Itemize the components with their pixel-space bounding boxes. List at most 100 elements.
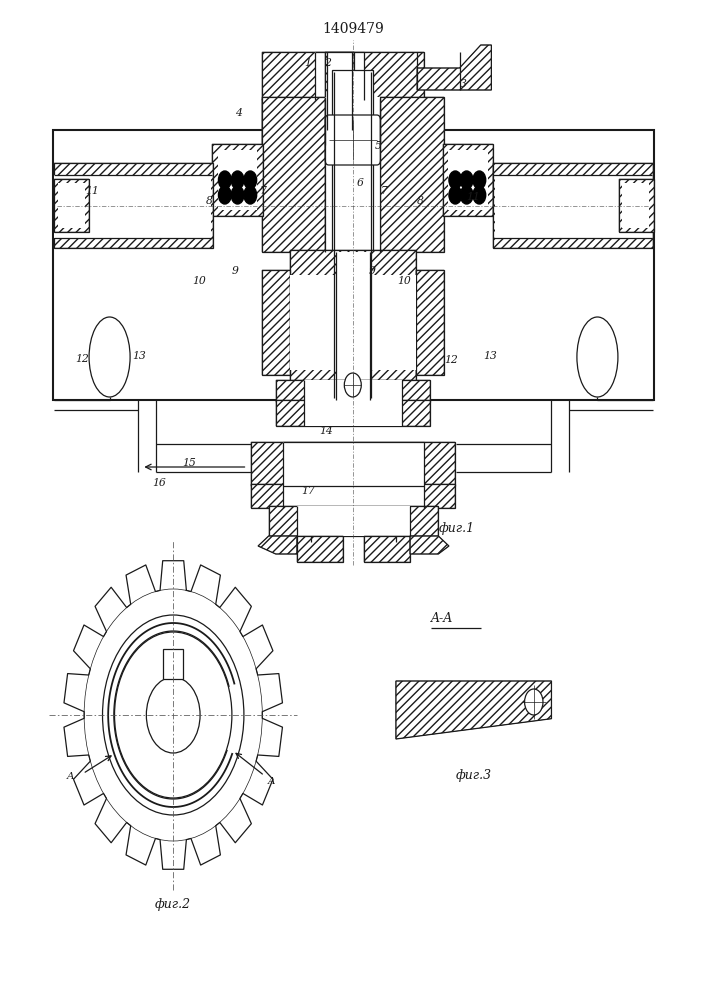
Bar xyxy=(262,99,325,145)
Text: 17: 17 xyxy=(301,486,315,496)
Text: 13: 13 xyxy=(484,351,497,361)
Bar xyxy=(269,506,438,536)
Text: 13: 13 xyxy=(132,351,146,361)
Bar xyxy=(262,97,325,252)
Text: 7: 7 xyxy=(259,186,267,196)
Text: A-A: A-A xyxy=(431,612,453,625)
Bar xyxy=(262,270,290,375)
Bar xyxy=(380,97,444,252)
Bar xyxy=(334,72,371,398)
Bar xyxy=(493,163,653,248)
Text: 3: 3 xyxy=(460,79,467,89)
Text: фиг.1: фиг.1 xyxy=(438,522,474,535)
Text: 8: 8 xyxy=(417,196,424,206)
Circle shape xyxy=(244,186,257,204)
Bar xyxy=(325,52,354,130)
Bar xyxy=(332,70,373,400)
Bar xyxy=(327,124,379,172)
Circle shape xyxy=(231,186,244,204)
Circle shape xyxy=(460,186,473,204)
Text: 11: 11 xyxy=(85,186,98,196)
Bar xyxy=(269,506,438,536)
Text: 4: 4 xyxy=(235,108,242,118)
Bar xyxy=(58,183,85,228)
Bar xyxy=(304,380,402,426)
Bar xyxy=(325,52,354,130)
Circle shape xyxy=(449,186,462,204)
Ellipse shape xyxy=(577,317,618,397)
Bar xyxy=(262,52,424,100)
Bar xyxy=(364,536,410,562)
Circle shape xyxy=(460,171,473,189)
Bar xyxy=(276,380,430,402)
Ellipse shape xyxy=(89,317,130,397)
Bar xyxy=(495,175,652,238)
Bar xyxy=(54,179,89,232)
Bar xyxy=(212,144,263,216)
Circle shape xyxy=(473,186,486,204)
Text: 11: 11 xyxy=(467,192,480,202)
Text: A: A xyxy=(67,772,75,781)
Polygon shape xyxy=(417,45,491,90)
Bar xyxy=(218,150,257,210)
Text: 12: 12 xyxy=(444,355,457,365)
Bar xyxy=(53,130,654,400)
Circle shape xyxy=(449,171,462,189)
Bar xyxy=(54,175,211,238)
Bar xyxy=(443,144,493,216)
Bar xyxy=(251,484,455,508)
Circle shape xyxy=(218,186,231,204)
Bar xyxy=(297,536,343,562)
FancyBboxPatch shape xyxy=(325,115,380,165)
Bar xyxy=(416,270,444,375)
Text: 16: 16 xyxy=(152,478,165,488)
Bar xyxy=(251,484,455,508)
Bar xyxy=(276,380,430,402)
Bar xyxy=(262,52,424,100)
Circle shape xyxy=(244,171,257,189)
Bar xyxy=(380,99,443,145)
Bar xyxy=(315,52,364,100)
Bar xyxy=(493,163,653,248)
Text: 6: 6 xyxy=(357,178,364,188)
Bar xyxy=(443,144,493,216)
Bar xyxy=(262,270,290,375)
Bar xyxy=(619,179,654,232)
Circle shape xyxy=(473,171,486,189)
Bar xyxy=(54,179,89,232)
Bar xyxy=(325,97,380,252)
Bar xyxy=(54,163,213,248)
Text: фиг.2: фиг.2 xyxy=(155,898,192,911)
Text: 12: 12 xyxy=(75,354,88,364)
Polygon shape xyxy=(396,681,551,739)
Bar xyxy=(290,275,416,370)
Bar xyxy=(251,442,455,486)
Bar xyxy=(297,506,410,536)
Bar xyxy=(364,536,410,562)
Bar xyxy=(327,52,352,130)
Text: 15: 15 xyxy=(182,458,196,468)
Bar xyxy=(54,163,213,248)
Text: 5: 5 xyxy=(375,141,382,151)
Text: фиг.3: фиг.3 xyxy=(455,769,492,782)
Bar xyxy=(290,250,416,400)
Bar xyxy=(380,99,443,145)
Bar xyxy=(290,250,416,400)
Bar xyxy=(276,400,430,426)
Text: 7: 7 xyxy=(380,186,387,196)
Polygon shape xyxy=(258,536,297,554)
Bar xyxy=(622,183,649,228)
Bar xyxy=(163,649,183,679)
Text: 10: 10 xyxy=(192,276,206,286)
Bar xyxy=(380,97,444,252)
Text: 1409479: 1409479 xyxy=(322,22,385,36)
Text: 9: 9 xyxy=(368,266,375,276)
Bar xyxy=(325,99,380,145)
Text: 9: 9 xyxy=(232,266,239,276)
Bar xyxy=(619,179,654,232)
Bar xyxy=(251,442,455,486)
Text: 8: 8 xyxy=(206,196,213,206)
Text: 2: 2 xyxy=(324,58,331,68)
Bar xyxy=(297,536,343,562)
Text: 1: 1 xyxy=(304,58,311,68)
